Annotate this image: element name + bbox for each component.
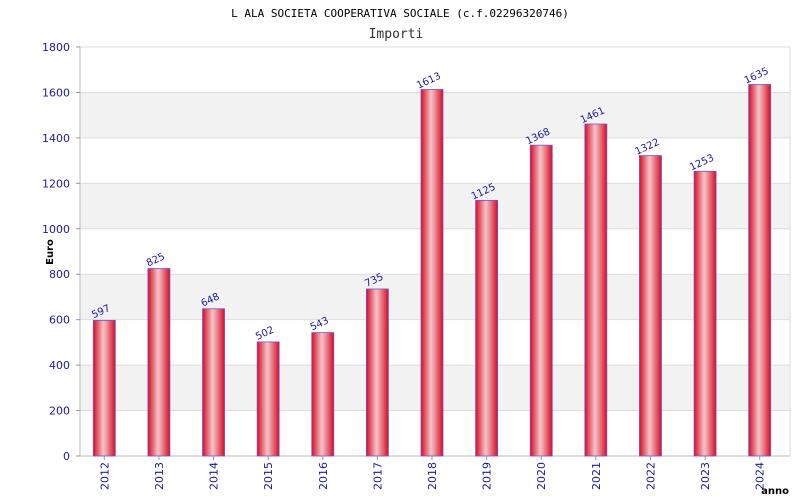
bar: [639, 155, 662, 457]
x-tick-label: 2020: [535, 462, 548, 490]
bar: [92, 319, 116, 457]
y-axis-label: Euro: [45, 239, 56, 265]
bar: [748, 84, 772, 457]
y-axis-ticks: 0 200 400 600 800 1000 1200 1400 1600 1800: [42, 41, 80, 463]
bar: [475, 199, 499, 457]
x-tick-label: 2013: [153, 462, 166, 490]
x-tick-label: 2012: [98, 462, 111, 490]
bar: [584, 123, 608, 457]
x-tick-label: 2024: [754, 462, 767, 490]
bar: [693, 170, 717, 457]
x-tick-label: 2016: [317, 462, 330, 490]
y-tick-label: 0: [63, 450, 70, 463]
y-tick-label: 1000: [42, 223, 70, 236]
x-axis-ticks: 2012 2013 2014 2015 2016 2017 2018 2019 2020 2021…: [98, 456, 767, 490]
x-tick-label: 2021: [590, 462, 603, 490]
y-tick-label: 1600: [42, 86, 70, 99]
bar: [147, 268, 171, 457]
bar: [256, 341, 280, 457]
x-tick-label: 2019: [481, 462, 494, 490]
chart-title: L ALA SOCIETA COOPERATIVA SOCIALE (c.f.0…: [231, 7, 569, 20]
y-tick-label: 800: [49, 268, 70, 281]
y-tick-label: 1200: [42, 177, 70, 190]
y-tick-label: 1800: [42, 41, 70, 54]
x-tick-label: 2018: [426, 462, 439, 490]
x-tick-label: 2015: [262, 462, 275, 490]
y-tick-label: 200: [49, 405, 70, 418]
bar: [420, 89, 444, 457]
y-tick-label: 1400: [42, 132, 70, 145]
y-tick-label: 600: [49, 314, 70, 327]
grid-band: [80, 47, 790, 93]
x-tick-label: 2023: [699, 462, 712, 490]
x-axis-label: anno: [761, 486, 789, 497]
bar: [365, 288, 389, 457]
x-tick-label: 2014: [208, 462, 221, 490]
bar: [529, 144, 553, 457]
bar: [202, 308, 225, 457]
x-tick-label: 2022: [644, 462, 657, 490]
y-tick-label: 400: [49, 359, 70, 372]
x-tick-label: 2017: [371, 462, 384, 490]
chart-subtitle: Importi: [369, 27, 424, 42]
bar: [311, 332, 335, 457]
